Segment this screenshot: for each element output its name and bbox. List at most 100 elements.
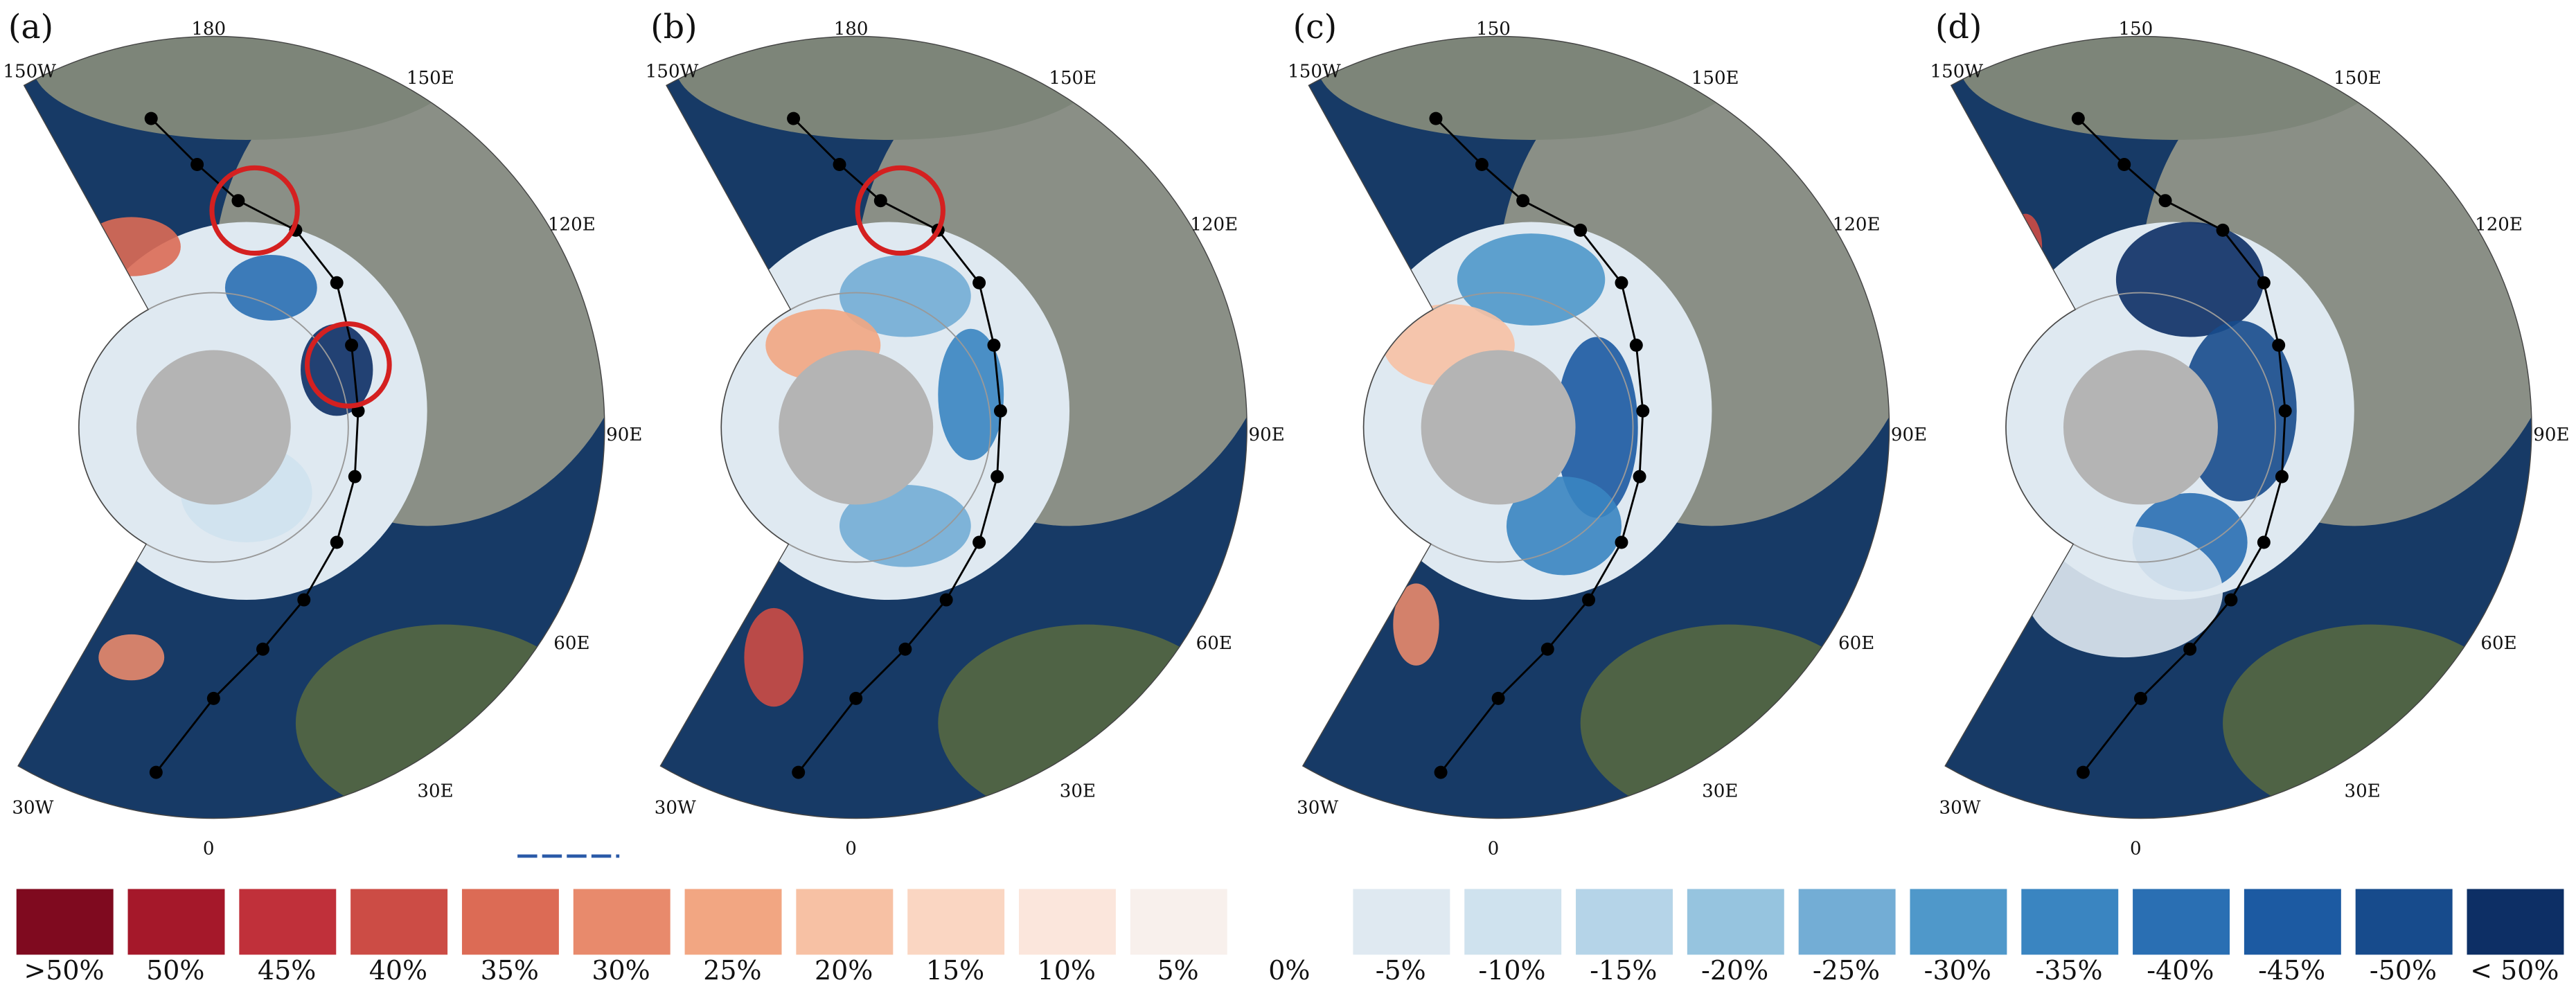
longitude-label: 150W [3, 62, 56, 82]
legend-swatch [2133, 889, 2230, 955]
track-marker [1516, 194, 1530, 208]
longitude-label: 30W [1297, 797, 1338, 818]
anomaly [938, 328, 1004, 461]
legend-label: -5% [1376, 955, 1426, 986]
track-marker [972, 276, 986, 290]
track-marker [1434, 765, 1448, 779]
legend-swatch [2355, 889, 2453, 955]
legend-label: >50% [24, 955, 104, 986]
anomaly [224, 254, 317, 321]
highlight-ring [304, 321, 392, 409]
track-marker [330, 276, 344, 290]
longitude-label: 150E [407, 68, 454, 89]
track-marker [1636, 404, 1650, 418]
anomaly [1393, 583, 1439, 666]
panel-label: (c) [1293, 8, 1338, 46]
longitude-label: 180 [834, 19, 869, 39]
longitude-label: 60E [1196, 633, 1232, 654]
longitude-label: 120E [548, 214, 596, 235]
longitude-label: 0 [845, 839, 857, 860]
legend-label: -40% [2147, 955, 2214, 986]
longitude-label: 120E [1833, 214, 1881, 235]
map-body [1945, 36, 2532, 819]
legend-label: 30% [592, 955, 650, 986]
track-marker [993, 404, 1007, 418]
legend-swatch [1798, 889, 1896, 955]
track-marker [1615, 535, 1628, 549]
longitude-label: 0 [2130, 839, 2142, 860]
longitude-label: 30W [12, 797, 53, 818]
legend-label: -50% [2370, 955, 2437, 986]
legend-label: 35% [481, 955, 539, 986]
legend-swatch [2467, 889, 2564, 955]
anomaly [2115, 222, 2264, 337]
longitude-label: 30W [1939, 797, 1981, 818]
legend-swatch [2021, 889, 2119, 955]
land [1317, 36, 1745, 140]
outline [17, 35, 605, 819]
track-marker [2076, 765, 2090, 779]
anomaly [839, 254, 971, 337]
legend-label: 5% [1157, 955, 1198, 986]
longitude-label: 150 [2118, 19, 2153, 39]
track-marker [939, 593, 953, 607]
track-marker [2257, 276, 2271, 290]
legend-label: 40% [369, 955, 427, 986]
track-marker [1615, 276, 1628, 290]
track-marker [2278, 404, 2292, 418]
legend-swatch [1353, 889, 1450, 955]
track-marker [348, 470, 362, 483]
track-marker [256, 642, 269, 656]
legend-label: 0% [1268, 955, 1310, 986]
longitude-label: 60E [1838, 633, 1874, 654]
legend-swatch [1464, 889, 1562, 955]
track-marker [2158, 194, 2172, 208]
land [1960, 36, 2388, 140]
panel-label: (b) [650, 8, 697, 46]
anomaly [1506, 477, 1622, 576]
legend-swatch [350, 889, 448, 955]
map-panel: (b) 150W 180 150E 120E 90E 60E 30E 0 30W [646, 8, 1285, 860]
pole-hole [779, 350, 934, 505]
map-panel: (c) 150W 150 150E 120E 90E 60E 30E 0 30W [1288, 8, 1927, 860]
legend-label: -30% [1924, 955, 1991, 986]
track-marker [144, 112, 158, 125]
anomaly [1556, 337, 1638, 518]
legend-label: 15% [926, 955, 984, 986]
longitude-label: 150W [1288, 62, 1341, 82]
legend-label: -35% [2035, 955, 2102, 986]
legend-label: 20% [815, 955, 873, 986]
longitude-label: 180 [191, 19, 226, 39]
track-marker [833, 158, 846, 172]
track-marker [1540, 642, 1554, 656]
anomaly [2009, 213, 2043, 280]
longitude-label: 120E [1190, 214, 1238, 235]
track-marker [1629, 338, 1643, 352]
track-marker [1582, 593, 1596, 607]
track-marker [345, 338, 359, 352]
legend-label: 25% [703, 955, 761, 986]
track-marker [898, 642, 912, 656]
track-marker [2133, 691, 2147, 705]
pole-hole [2063, 350, 2218, 505]
longitude-label: 90E [606, 425, 642, 445]
track-marker [231, 194, 245, 208]
outline [1944, 35, 2532, 819]
legend-swatch [239, 889, 337, 955]
track-marker [849, 691, 863, 705]
legend-swatch [2244, 889, 2341, 955]
longitude-label: 90E [1249, 425, 1285, 445]
longitude-label: 0 [203, 839, 215, 860]
track-marker [2275, 470, 2289, 483]
anomaly [839, 485, 971, 567]
legend-label: < 50% [2470, 955, 2559, 986]
map-panel: (a) 150W 180 150E 120E 90E 60E 30E 0 30W [3, 8, 642, 860]
legend-swatch [1130, 889, 1227, 955]
panel-label: (a) [8, 8, 53, 46]
legend-label: 10% [1038, 955, 1096, 986]
legend-swatch [1018, 889, 1116, 955]
map-body [18, 36, 605, 819]
outline [659, 35, 1247, 819]
map-body [1302, 36, 1890, 819]
